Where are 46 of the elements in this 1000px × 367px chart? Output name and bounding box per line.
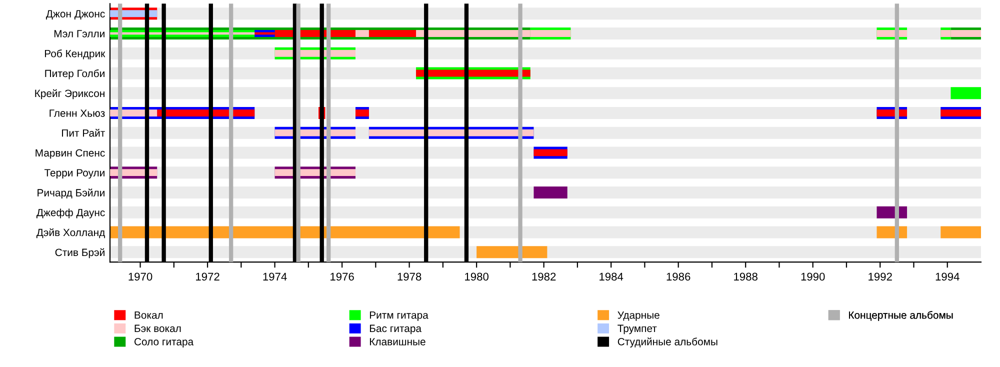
y-tick-label: Терри Роули bbox=[44, 169, 104, 179]
x-tick-label: 1994 bbox=[936, 272, 960, 281]
bar bbox=[476, 246, 548, 258]
y-tick-label: Гленн Хьюз bbox=[50, 110, 105, 117]
legend-label: Концертные альбомы bbox=[849, 311, 953, 321]
x-tick-label: 1992 bbox=[868, 272, 892, 281]
legend-label: Ударные bbox=[618, 312, 660, 321]
x-tick-label: 1972 bbox=[196, 272, 220, 281]
legend-label: Бэк вокал bbox=[134, 324, 181, 332]
legend-label: Бас гитара bbox=[370, 324, 422, 334]
bar bbox=[940, 226, 981, 238]
bar bbox=[368, 30, 416, 37]
x-tick-label: 1976 bbox=[330, 272, 354, 281]
x-tick-label: 1990 bbox=[801, 272, 825, 281]
bar bbox=[355, 30, 369, 37]
y-tick-label: Джон Джонс bbox=[46, 10, 105, 20]
x-tick-label: 1970 bbox=[128, 272, 152, 281]
legend-label: Ритм гитара bbox=[370, 312, 428, 321]
x-tick-label: 1974 bbox=[263, 272, 287, 281]
bar bbox=[534, 186, 568, 198]
x-tick-label: 1986 bbox=[666, 272, 690, 281]
legend-label: Студийные альбомы bbox=[618, 338, 718, 348]
bar bbox=[368, 129, 534, 136]
legend-label: Соло гитара bbox=[134, 338, 194, 348]
legend-label: Вокал bbox=[134, 312, 163, 319]
y-tick-label: Дэйв Холланд bbox=[36, 228, 105, 238]
bar bbox=[950, 87, 981, 100]
legend-label: Клавишные bbox=[370, 338, 426, 346]
y-tick-label: Роб Кендрик bbox=[44, 50, 106, 60]
x-tick-label: 1984 bbox=[600, 272, 624, 281]
y-tick-label: Стив Брэй bbox=[55, 248, 104, 258]
y-tick-label: Крейг Эриксон bbox=[35, 89, 104, 100]
bar bbox=[940, 110, 981, 116]
bar bbox=[355, 110, 369, 116]
y-tick-label: Ричард Бэйли bbox=[38, 188, 104, 199]
y-tick-label: Марвин Спенс bbox=[36, 149, 105, 159]
y-tick-label: Пит Райт bbox=[62, 128, 105, 137]
y-tick-label: Джефф Даунс bbox=[36, 208, 105, 218]
y-tick-label: Питер Голби bbox=[45, 69, 104, 80]
x-tick-label: 1978 bbox=[398, 272, 422, 281]
x-tick-label: 1988 bbox=[734, 272, 758, 281]
legend-label: Трумпет bbox=[618, 324, 657, 334]
y-tick-label: Мэл Гэлли bbox=[54, 30, 104, 38]
bar bbox=[534, 149, 568, 156]
x-tick-label: 1980 bbox=[465, 272, 488, 281]
x-tick-label: 1982 bbox=[532, 272, 556, 281]
